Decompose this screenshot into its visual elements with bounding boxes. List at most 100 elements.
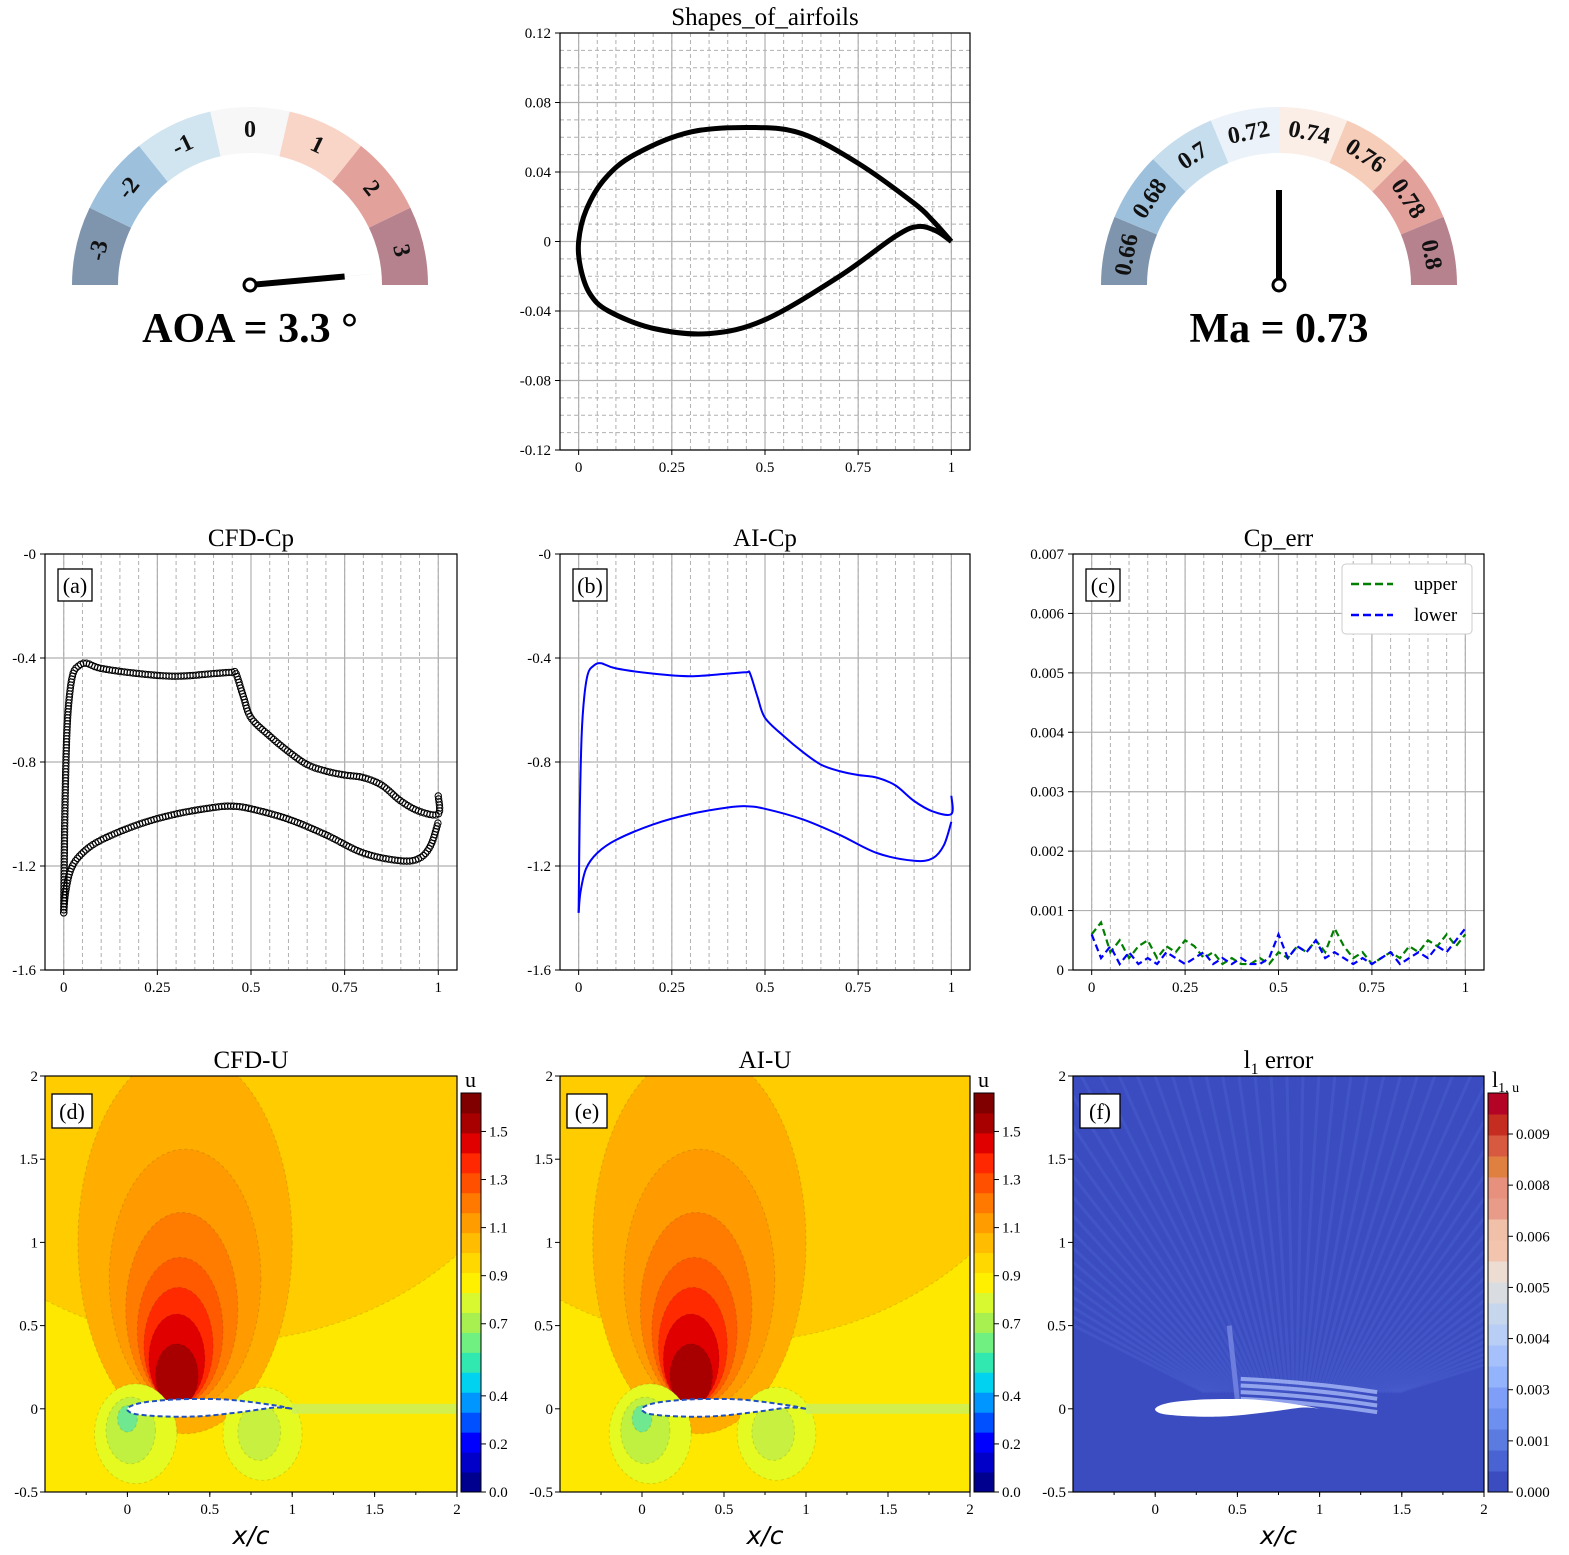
colorbar-tick-label: 0.004 [1516, 1332, 1550, 1348]
y-tick-label: 0 [31, 1402, 39, 1418]
error-streak [1391, 1352, 1484, 1394]
error-streak [1341, 1173, 1484, 1393]
x-tick-label: 0 [575, 980, 583, 996]
error-streak [1285, 1076, 1295, 1393]
colorbar-tick-label: 0.001 [1516, 1434, 1550, 1450]
contour-field [560, 1076, 970, 1492]
colorbar-step [974, 1093, 994, 1114]
y-tick-label: -0.5 [529, 1485, 553, 1501]
colorbar-tick-label: 0.006 [1516, 1229, 1550, 1245]
chart-a: 0 0.25 0.5 0.75 1 -0 -0.4 -0.8 -1.2 -1.6 CFD-Cp (a) [12, 525, 458, 996]
error-streak [1308, 1076, 1369, 1393]
axes-frame [559, 553, 971, 971]
colorbar-step [461, 1332, 481, 1353]
y-tick-label: 0.5 [1047, 1319, 1066, 1335]
error-streak [1314, 1076, 1402, 1393]
cp-marker [73, 854, 82, 863]
cp-marker [75, 852, 84, 860]
colorbar-step [1488, 1366, 1508, 1388]
cp-marker [228, 668, 236, 677]
panel-label-box [51, 1093, 93, 1129]
colorbar-step [461, 1192, 481, 1214]
y-tick-label: -0.08 [520, 374, 551, 390]
cp-marker [250, 717, 258, 725]
error-streak [1295, 1076, 1305, 1393]
x-tick-label: 0.75 [845, 980, 871, 996]
x-tick-label: 0.5 [1269, 980, 1288, 996]
cp-marker [256, 723, 264, 732]
colorbar-step [974, 1312, 994, 1333]
cp-marker [269, 735, 278, 744]
colorbar-tick-label: 0.7 [1002, 1317, 1021, 1333]
contour-field [1073, 1076, 1484, 1492]
gauge-segment [1329, 120, 1405, 192]
colorbar-tick-label: 1.1 [1002, 1221, 1021, 1237]
cp-marker [283, 747, 292, 755]
error-streak [1394, 1358, 1484, 1394]
colorbar-step [461, 1272, 481, 1293]
error-streak [1377, 1325, 1484, 1394]
y-tick-label: 1 [1059, 1235, 1067, 1251]
y-tick-label: 0 [546, 1402, 554, 1418]
panel-label-box [572, 568, 608, 602]
error-streak [1301, 1076, 1337, 1393]
cp-marker [421, 849, 430, 858]
gauge-ma: 0.660.680.70.72 0.740.760.780.8Ma = 0.73 [1101, 107, 1457, 352]
error-streak [1324, 1076, 1455, 1393]
colorbar-step [461, 1412, 481, 1433]
x-tick-label: 1 [948, 460, 956, 476]
colorbar-tick-label: 1.1 [489, 1221, 508, 1237]
airfoil-body [126, 1397, 293, 1418]
error-streak [1253, 1076, 1289, 1393]
y-tick-label: 0.002 [1030, 844, 1064, 860]
error-streak [1170, 1076, 1272, 1393]
colorbar-step [461, 1472, 481, 1493]
colorbar-tick-label: 0.003 [1516, 1383, 1550, 1399]
cp-marker [387, 789, 395, 797]
error-streak [1073, 1150, 1246, 1394]
airfoil-body [640, 1397, 807, 1418]
error-streak [1357, 1263, 1484, 1394]
colorbar-step [974, 1472, 994, 1493]
y-tick-label: 0 [1059, 1402, 1067, 1418]
wake [806, 1403, 970, 1414]
x-tick-label: 1 [802, 1502, 810, 1518]
colorbar-step [974, 1132, 994, 1154]
error-streak [1135, 1076, 1266, 1393]
cp-marker [279, 743, 287, 751]
colorbar-step [461, 1432, 481, 1453]
y-tick-label: -0.8 [12, 755, 36, 771]
gauge-segment [1153, 120, 1229, 192]
err-line-upper [1090, 920, 1467, 966]
gauge-segment [1279, 107, 1348, 164]
cp-marker [419, 851, 428, 860]
colorbar-frame [1487, 1092, 1509, 1493]
y-tick-label: -1.6 [527, 963, 551, 979]
error-streak [1073, 1305, 1212, 1394]
x-tick-label: 0.25 [1172, 980, 1198, 996]
error-streak [1073, 1245, 1229, 1394]
cp-marker [272, 737, 280, 746]
error-streak [1318, 1076, 1419, 1393]
error-streak [1354, 1249, 1484, 1394]
error-streak [1269, 1076, 1292, 1393]
error-streak [1328, 1076, 1473, 1393]
error-streak [1073, 1323, 1206, 1394]
colorbar-step [461, 1093, 481, 1114]
colorbar-step [1488, 1450, 1508, 1472]
error-streak [1204, 1076, 1279, 1393]
cp-marker [71, 857, 80, 865]
colorbar-step [1488, 1471, 1508, 1493]
x-tick-label: 1 [288, 1502, 296, 1518]
error-streak [1073, 1093, 1252, 1393]
gauge-segment [332, 145, 411, 228]
y-tick-label: 2 [1059, 1069, 1067, 1085]
error-streak [1073, 1230, 1232, 1394]
y-tick-label: -0.4 [527, 651, 551, 667]
colorbar-step [1488, 1345, 1508, 1367]
cp-marker [389, 791, 398, 799]
chart-title: Cp_err [1244, 525, 1314, 552]
contour-field [45, 1076, 457, 1492]
error-streak [1331, 1083, 1484, 1393]
